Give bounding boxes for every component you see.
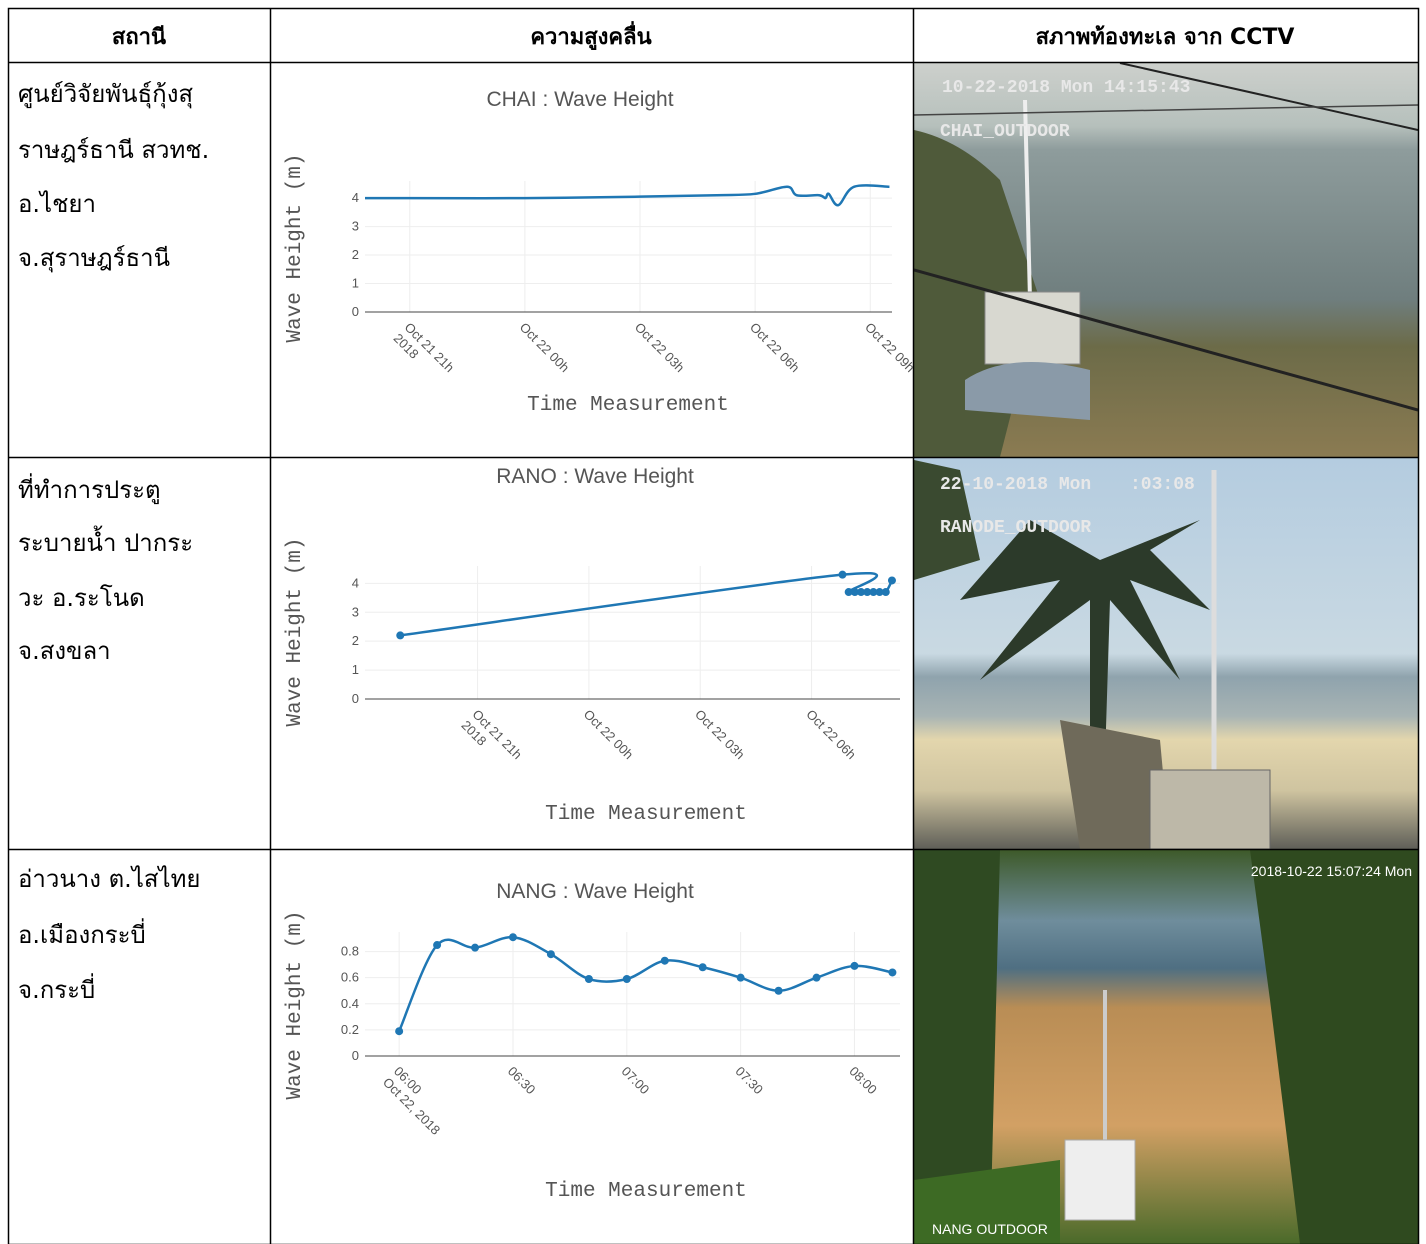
y-tick-label: 3 — [352, 219, 359, 234]
data-point — [850, 961, 859, 970]
data-point — [396, 631, 405, 640]
x-tick-label: 07:30 — [733, 1064, 767, 1098]
x-tick-label: 08:00 — [846, 1064, 880, 1098]
y-axis-title: Wave Height (m) — [284, 910, 307, 1099]
table-borders — [7, 7, 1420, 1244]
data-point — [887, 576, 896, 585]
y-tick-label: 1 — [352, 662, 359, 677]
station-text: ศูนย์วิจัยพันธุ์กุ้งสุ — [18, 80, 193, 109]
x-axis-title: Time Measurement — [545, 803, 747, 826]
station-text: จ.สงขลา — [18, 637, 111, 665]
cctv-camera-name: CHAI_OUTDOOR — [940, 122, 1070, 142]
data-point — [433, 941, 442, 950]
chart-title: NANG : Wave Height — [496, 880, 694, 903]
y-tick-label: 1 — [352, 276, 359, 291]
station-text: อ.เมืองกระบี่ — [18, 918, 146, 949]
y-tick-label: 0 — [352, 304, 359, 319]
y-tick-label: 0.6 — [341, 970, 359, 985]
data-point — [471, 943, 480, 952]
data-line — [400, 571, 894, 637]
x-tick-label: 06:30 — [505, 1064, 539, 1098]
cctv-images — [914, 63, 1418, 1244]
y-tick-label: 0 — [352, 1048, 359, 1063]
data-point — [736, 973, 745, 982]
data-point — [838, 570, 847, 579]
data-point — [812, 973, 821, 982]
data-point — [698, 963, 707, 972]
cctv-image — [914, 850, 1418, 1244]
data-point — [584, 974, 593, 983]
y-tick-label: 2 — [352, 633, 359, 648]
y-tick-label: 4 — [352, 575, 359, 590]
header-cell: สภาพท้องทะเล จาก CCTV — [1036, 25, 1295, 50]
x-axis-title: Time Measurement — [527, 394, 729, 417]
station-text: จ.สุราษฎร์ธานี — [18, 244, 170, 273]
cctv-timestamp: :03:08 — [1130, 475, 1195, 495]
data-point — [660, 956, 669, 965]
y-tick-label: 3 — [352, 604, 359, 619]
y-tick-label: 0.4 — [341, 996, 359, 1011]
x-tick-label: Oct 22 00h — [581, 707, 637, 763]
cctv-image — [914, 458, 1418, 849]
chart-title: RANO : Wave Height — [496, 465, 694, 488]
y-tick-label: 4 — [352, 190, 359, 205]
data-point — [546, 950, 555, 959]
x-tick-label: Oct 22 06h — [747, 320, 803, 376]
table: สถานี ความสูงคลื่น สภาพท้องทะเล จาก CCTV… — [18, 20, 1412, 1237]
y-tick-label: 2 — [352, 247, 359, 262]
data-point — [850, 588, 859, 597]
cctv-timestamp: 10-22-2018 Mon 14:15:43 — [942, 78, 1190, 98]
data-point — [875, 588, 884, 597]
data-point — [881, 588, 890, 597]
y-axis-title: Wave Height (m) — [284, 153, 307, 342]
cctv-image — [914, 63, 1418, 457]
x-axis-title: Time Measurement — [545, 1180, 747, 1203]
station-text: อ.ไชยา — [18, 190, 96, 218]
x-tick-label: Oct 22 09h — [862, 320, 918, 376]
data-point — [844, 588, 853, 597]
x-tick-label: Oct 22 06h — [803, 707, 859, 763]
y-tick-label: 0.2 — [341, 1022, 359, 1037]
header-cell: สถานี — [112, 25, 166, 50]
station-text: อ่าวนาง ต.ไสไทย — [18, 865, 200, 893]
data-line — [364, 184, 890, 207]
cctv-timestamp: 22-10-2018 Mon — [940, 475, 1091, 495]
station-text: วะ อ.ระโนด — [18, 584, 145, 612]
data-point — [863, 588, 872, 597]
data-point — [869, 588, 878, 597]
station-text: ระบายน้ำ ปากระ — [18, 525, 193, 557]
data-point — [774, 986, 783, 995]
y-axis-title: Wave Height (m) — [284, 537, 307, 726]
cctv-camera-name: NANG OUTDOOR — [932, 1221, 1048, 1237]
header-cell: ความสูงคลื่น — [530, 20, 651, 51]
chart-title: CHAI : Wave Height — [486, 88, 673, 111]
x-tick-label: 07:00 — [619, 1064, 653, 1098]
x-tick-label: Oct 22 03h — [632, 320, 688, 376]
cctv-timestamp: 2018-10-22 15:07:24 Mon — [1251, 863, 1412, 879]
data-point — [395, 1027, 404, 1036]
station-text: ที่ทำการประตู — [18, 473, 161, 505]
y-tick-label: 0 — [352, 691, 359, 706]
data-point — [622, 974, 631, 983]
data-point — [857, 588, 866, 597]
station-text: ราษฎร์ธานี สวทช. — [18, 136, 209, 164]
data-point — [888, 968, 897, 977]
y-tick-label: 0.8 — [341, 944, 359, 959]
x-tick-label: Oct 22 00h — [517, 320, 573, 376]
station-text: จ.กระบี่ — [18, 973, 95, 1004]
x-tick-label: Oct 22 03h — [692, 707, 748, 763]
cctv-camera-name: RANODE_OUTDOOR — [940, 518, 1091, 538]
charts: CHAI : Wave Height Wave Height (m) Time Me… — [284, 88, 918, 1203]
data-point — [508, 933, 517, 942]
